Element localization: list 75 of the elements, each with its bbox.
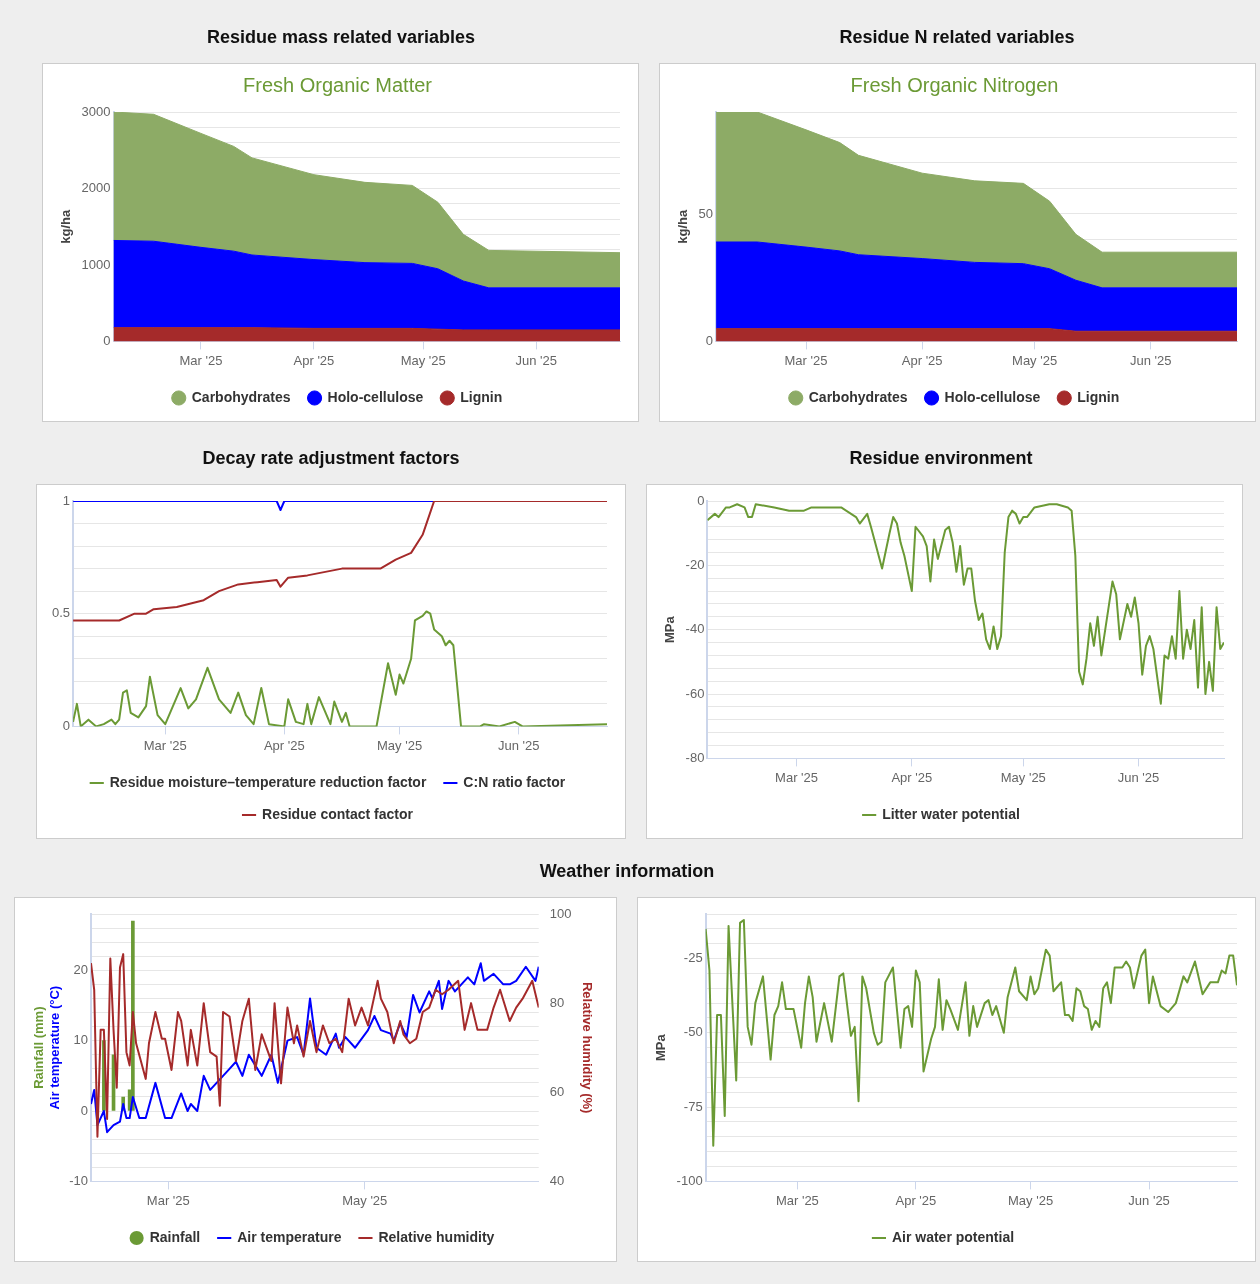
y-tick-label: -80 xyxy=(685,749,705,765)
y-axis-title: MPa xyxy=(653,1033,669,1062)
legend-label: Relative humidity xyxy=(378,1228,495,1245)
x-tick-label: May '25 xyxy=(1008,1192,1054,1208)
legend-label: Residue contact factor xyxy=(262,805,414,822)
x-tick-label: May '25 xyxy=(1012,352,1058,368)
legend-label: C:N ratio factor xyxy=(463,773,566,790)
x-tick-label: Mar '25 xyxy=(775,769,819,785)
y-tick-label: -40 xyxy=(685,621,705,637)
y-tick-label: -60 xyxy=(685,685,705,701)
legend-label: Lignin xyxy=(1077,388,1120,405)
x-tick-label: Apr '25 xyxy=(895,1192,937,1208)
legend-label: Rainfall xyxy=(149,1228,201,1245)
x-tick-label: Apr '25 xyxy=(901,352,943,368)
chart-title: Residue environment xyxy=(849,448,1033,469)
y2-tick-label: 80 xyxy=(549,994,565,1010)
y-tick-label: 0 xyxy=(62,717,71,733)
y2-tick-label: 60 xyxy=(549,1083,565,1099)
x-tick-label: Apr '25 xyxy=(293,352,335,368)
y-tick-label: -20 xyxy=(685,556,705,572)
chart-title: Residue N related variables xyxy=(839,27,1075,48)
y-tick-label: 0.5 xyxy=(51,605,71,621)
legend-label: Air temperature xyxy=(237,1228,342,1245)
y-tick-label: 1000 xyxy=(81,256,111,272)
y-tick-label: 10 xyxy=(73,1032,88,1048)
chart-title: Residue mass related variables xyxy=(206,27,476,48)
x-tick-label: May '25 xyxy=(377,737,423,753)
x-tick-label: Jun '25 xyxy=(1117,769,1160,785)
x-tick-label: Mar '25 xyxy=(775,1192,819,1208)
y-tick-label: 0 xyxy=(80,1102,88,1118)
legend-label: Carbohydrates xyxy=(191,388,291,405)
y-tick-label: 50 xyxy=(698,205,714,221)
x-tick-label: May '25 xyxy=(400,352,446,368)
y-tick-label: 2000 xyxy=(81,180,111,196)
chart-subtitle: Fresh Organic Nitrogen xyxy=(850,73,1059,96)
x-tick-label: Apr '25 xyxy=(891,769,933,785)
y2-tick-label: 40 xyxy=(549,1172,565,1188)
x-tick-label: Jun '25 xyxy=(497,737,540,753)
x-tick-label: Mar '25 xyxy=(146,1192,190,1208)
y-tick-label: -50 xyxy=(683,1024,703,1040)
x-tick-label: Jun '25 xyxy=(515,352,557,368)
y-axis-title: kg/ha xyxy=(675,208,691,244)
y-tick-label: -25 xyxy=(683,950,703,966)
y-tick-label: 0 xyxy=(697,492,705,508)
legend-label: Residue moisture–temperature reduction factor xyxy=(109,773,427,790)
chart-subtitle: Fresh Organic Matter xyxy=(243,73,433,96)
y-tick-label: 20 xyxy=(73,961,88,977)
legend-label: Carbohydrates xyxy=(808,388,908,405)
x-tick-label: Jun '25 xyxy=(1128,1192,1170,1208)
x-tick-label: Mar '25 xyxy=(179,352,223,368)
y-axis-title: Rainfall (mm) Air temperature (°C) xyxy=(30,985,62,1110)
x-tick-label: Apr '25 xyxy=(263,737,305,753)
legend-label: Holo-cellulose xyxy=(327,388,424,405)
x-tick-label: Mar '25 xyxy=(784,352,828,368)
legend-label: Lignin xyxy=(460,388,503,405)
y-axis-title: MPa xyxy=(662,615,678,644)
text: Weather information xyxy=(539,861,715,882)
y-tick-label: 3000 xyxy=(81,103,111,119)
y-axis-title: kg/ha xyxy=(58,208,74,244)
y2-axis-title: Relative humidity (%) xyxy=(579,981,595,1114)
x-tick-label: Jun '25 xyxy=(1130,352,1172,368)
legend-label: Holo-cellulose xyxy=(944,388,1041,405)
y-tick-label: 0 xyxy=(705,332,714,348)
legend-label: Litter water potential xyxy=(882,805,1020,822)
y-tick-label: 1 xyxy=(62,492,71,508)
x-tick-label: Mar '25 xyxy=(143,737,187,753)
chart-title: Decay rate adjustment factors xyxy=(202,448,460,469)
y-tick-label: 0 xyxy=(103,332,111,348)
legend-label: Air water potential xyxy=(891,1228,1015,1245)
y2-tick-label: 100 xyxy=(549,905,572,921)
y-tick-label: -100 xyxy=(676,1172,703,1188)
y-tick-label: -75 xyxy=(683,1098,703,1114)
y-tick-label: -10 xyxy=(69,1172,88,1188)
x-tick-label: May '25 xyxy=(342,1192,388,1208)
x-tick-label: May '25 xyxy=(1000,769,1046,785)
